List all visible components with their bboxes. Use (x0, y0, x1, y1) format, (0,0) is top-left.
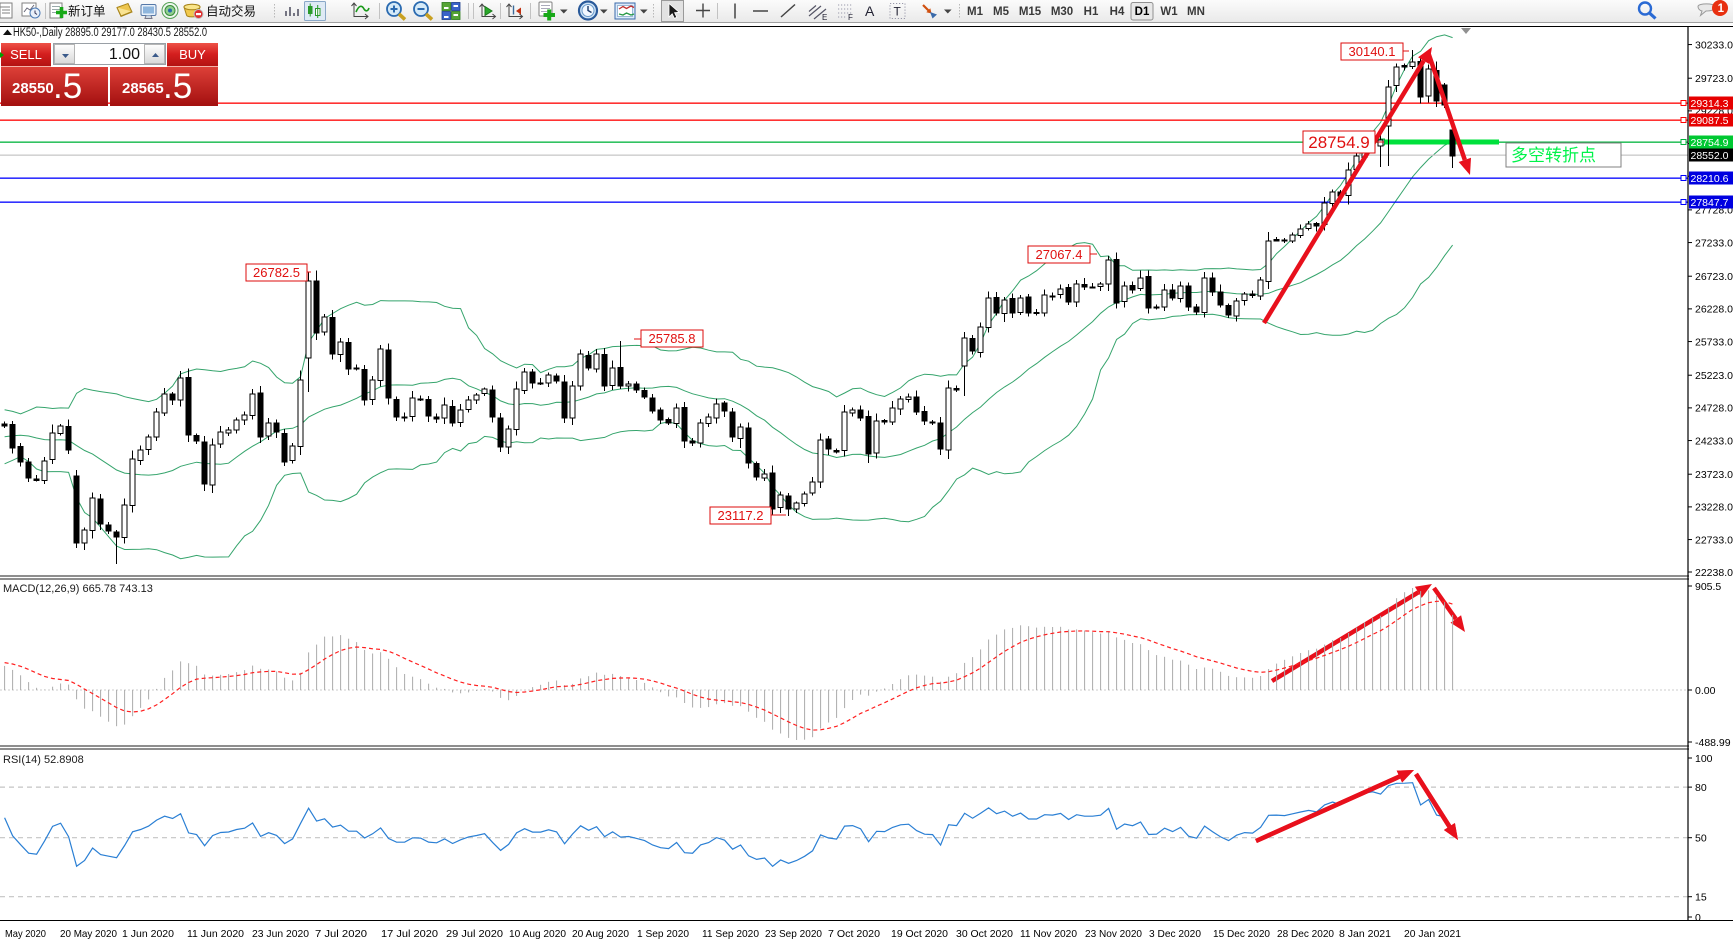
svg-text:MACD(12,26,9) 665.78 743.13: MACD(12,26,9) 665.78 743.13 (3, 583, 153, 595)
svg-text:E: E (822, 13, 827, 22)
svg-text:MN: MN (1187, 6, 1205, 18)
svg-text:多空转折点: 多空转折点 (1511, 146, 1596, 165)
svg-text:1: 1 (1718, 3, 1725, 15)
svg-text:8 Jan 2021: 8 Jan 2021 (1339, 928, 1391, 940)
svg-text:23117.2: 23117.2 (717, 508, 763, 523)
svg-text:T: T (894, 5, 902, 19)
svg-text:80: 80 (1695, 782, 1707, 794)
svg-text:24728.0: 24728.0 (1695, 403, 1733, 415)
svg-text:A: A (865, 3, 875, 19)
svg-text:29314.3: 29314.3 (1691, 98, 1729, 110)
svg-text:7 Oct 2020: 7 Oct 2020 (828, 928, 880, 940)
svg-text:23 Nov 2020: 23 Nov 2020 (1085, 928, 1142, 940)
svg-text:27233.0: 27233.0 (1695, 237, 1733, 249)
svg-text:26723.0: 26723.0 (1695, 271, 1733, 283)
svg-text:M5: M5 (993, 6, 1010, 18)
svg-text:H1: H1 (1084, 6, 1099, 18)
svg-text:22238.0: 22238.0 (1695, 567, 1733, 579)
svg-text:27067.4: 27067.4 (1036, 247, 1083, 262)
svg-text:May 2020: May 2020 (5, 928, 46, 940)
svg-text:23 Jun 2020: 23 Jun 2020 (252, 928, 309, 940)
svg-text:3 Dec 2020: 3 Dec 2020 (1149, 928, 1201, 940)
svg-text:RSI(14) 52.8908: RSI(14) 52.8908 (3, 754, 84, 766)
svg-text:11 Nov 2020: 11 Nov 2020 (1020, 928, 1077, 940)
svg-text:20 Jan 2021: 20 Jan 2021 (1404, 928, 1461, 940)
svg-text:20 Aug 2020: 20 Aug 2020 (572, 928, 629, 940)
svg-text:24233.0: 24233.0 (1695, 435, 1733, 447)
svg-text:29723.0: 29723.0 (1695, 73, 1733, 85)
svg-text:25733.0: 25733.0 (1695, 336, 1733, 348)
svg-text:M30: M30 (1051, 6, 1073, 18)
svg-text:28552.0: 28552.0 (1691, 150, 1729, 162)
svg-text:28754.9: 28754.9 (1308, 133, 1369, 152)
svg-text:15 Dec 2020: 15 Dec 2020 (1213, 928, 1270, 940)
svg-text:-488.99: -488.99 (1695, 737, 1731, 749)
svg-text:29 Jul 2020: 29 Jul 2020 (446, 928, 503, 940)
svg-text:28754.9: 28754.9 (1691, 137, 1729, 149)
svg-text:W1: W1 (1160, 6, 1178, 18)
svg-text:30 Oct 2020: 30 Oct 2020 (956, 928, 1013, 940)
svg-text:M1: M1 (967, 6, 984, 18)
svg-text:自动交易: 自动交易 (206, 4, 256, 19)
svg-text:1 Sep 2020: 1 Sep 2020 (637, 928, 689, 940)
svg-text:D1: D1 (1135, 6, 1150, 18)
svg-text:0: 0 (1695, 912, 1701, 924)
svg-text:30233.0: 30233.0 (1695, 39, 1733, 51)
svg-text:H4: H4 (1110, 6, 1125, 18)
svg-text:23 Sep 2020: 23 Sep 2020 (765, 928, 822, 940)
svg-text:100: 100 (1695, 753, 1713, 765)
svg-text:M15: M15 (1019, 6, 1042, 18)
svg-text:7 Jul 2020: 7 Jul 2020 (315, 928, 367, 940)
svg-text:17 Jul 2020: 17 Jul 2020 (381, 928, 438, 940)
svg-text:F: F (848, 13, 853, 22)
svg-text:1 Jun 2020: 1 Jun 2020 (122, 928, 174, 940)
svg-text:22733.0: 22733.0 (1695, 534, 1733, 546)
svg-text:15: 15 (1695, 891, 1707, 903)
svg-text:25223.0: 25223.0 (1695, 370, 1733, 382)
svg-text:25785.8: 25785.8 (649, 331, 696, 346)
svg-text:23723.0: 23723.0 (1695, 469, 1733, 481)
svg-text:23228.0: 23228.0 (1695, 502, 1733, 514)
svg-text:0.00: 0.00 (1695, 685, 1716, 697)
svg-text:29087.5: 29087.5 (1691, 115, 1729, 127)
svg-text:905.5: 905.5 (1695, 581, 1721, 593)
svg-text:新订单: 新订单 (68, 4, 106, 19)
svg-text:26228.0: 26228.0 (1695, 304, 1733, 316)
svg-text:19 Oct 2020: 19 Oct 2020 (891, 928, 948, 940)
svg-text:28 Dec 2020: 28 Dec 2020 (1277, 928, 1334, 940)
svg-text:10 Aug 2020: 10 Aug 2020 (509, 928, 566, 940)
svg-text:HK50-,Daily 28895.0 29177.0 2: HK50-,Daily 28895.0 29177.0 28430.5 2855… (13, 27, 207, 39)
svg-text:26782.5: 26782.5 (253, 265, 300, 280)
svg-text:11 Sep 2020: 11 Sep 2020 (702, 928, 759, 940)
svg-text:20 May 2020: 20 May 2020 (60, 928, 117, 940)
svg-text:28210.6: 28210.6 (1691, 173, 1729, 185)
svg-text:27847.7: 27847.7 (1691, 197, 1729, 209)
svg-text:11 Jun 2020: 11 Jun 2020 (187, 928, 244, 940)
svg-text:50: 50 (1695, 832, 1707, 844)
svg-text:30140.1: 30140.1 (1349, 44, 1396, 59)
